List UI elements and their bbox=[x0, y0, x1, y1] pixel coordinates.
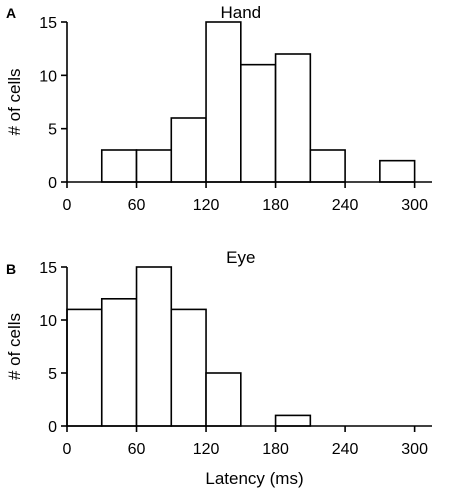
x-tick-label: 180 bbox=[262, 197, 289, 214]
x-tick-label: 60 bbox=[128, 197, 146, 214]
histogram-bar bbox=[379, 159, 416, 183]
histogram-bar bbox=[100, 149, 138, 183]
y-tick-label: 0 bbox=[48, 419, 57, 436]
x-tick-label: 300 bbox=[401, 197, 428, 214]
panel-label: B bbox=[6, 261, 16, 277]
x-axis-label: Latency (ms) bbox=[205, 469, 303, 488]
y-tick-label: 15 bbox=[39, 260, 57, 277]
histogram-bar bbox=[100, 297, 138, 427]
x-tick-label: 120 bbox=[193, 197, 220, 214]
histogram-bar bbox=[135, 266, 173, 427]
y-tick-label: 5 bbox=[48, 366, 57, 383]
panel-b: 0 5 10 15 0 60 120 180 240 300 Eye B # of cells Laten… bbox=[5, 248, 432, 488]
x-tick-label: 180 bbox=[262, 441, 289, 458]
histogram-bar bbox=[309, 149, 346, 183]
histogram-bar bbox=[274, 414, 312, 427]
histogram-bar bbox=[135, 149, 173, 183]
histogram-bar bbox=[205, 372, 242, 427]
x-tick-label: 240 bbox=[332, 441, 359, 458]
y-tick-label: 10 bbox=[39, 68, 57, 85]
histogram-bar bbox=[66, 308, 103, 427]
y-tick-label: 5 bbox=[48, 122, 57, 139]
y-axis-label: # of cells bbox=[5, 313, 24, 380]
histogram-bar bbox=[274, 53, 312, 183]
x-tick-label: 240 bbox=[332, 197, 359, 214]
x-tick-label: 300 bbox=[401, 441, 428, 458]
histogram-bar bbox=[170, 117, 207, 183]
histogram-bar bbox=[170, 308, 207, 427]
histogram-bar bbox=[240, 63, 277, 183]
panel-a: 0 5 10 15 0 60 120 180 240 300 Hand A # of cells bbox=[5, 3, 432, 214]
y-tick-label: 10 bbox=[39, 313, 57, 330]
histogram-bar bbox=[205, 21, 242, 183]
x-tick-label: 120 bbox=[193, 441, 220, 458]
y-tick-label: 15 bbox=[39, 15, 57, 32]
x-tick-label: 0 bbox=[63, 197, 72, 214]
chart-title: Hand bbox=[220, 3, 261, 22]
panel-label: A bbox=[6, 5, 16, 21]
y-tick-label: 0 bbox=[48, 175, 57, 192]
chart-title: Eye bbox=[226, 248, 255, 267]
y-axis-label: # of cells bbox=[5, 68, 24, 135]
x-tick-label: 60 bbox=[128, 441, 146, 458]
x-tick-label: 0 bbox=[63, 441, 72, 458]
